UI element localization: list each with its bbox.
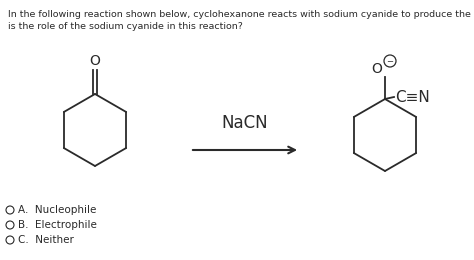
Text: In the following reaction shown below, cyclohexanone reacts with sodium cyanide : In the following reaction shown below, c… xyxy=(8,10,474,19)
Text: A.  Nucleophile: A. Nucleophile xyxy=(18,205,96,215)
Text: O: O xyxy=(90,54,100,68)
Text: B.  Electrophile: B. Electrophile xyxy=(18,220,97,230)
Text: C.  Neither: C. Neither xyxy=(18,235,74,245)
Text: is the role of the sodium cyanide in this reaction?: is the role of the sodium cyanide in thi… xyxy=(8,22,243,31)
Text: O: O xyxy=(372,62,383,76)
Text: C≡N: C≡N xyxy=(395,89,430,105)
Text: −: − xyxy=(386,57,393,66)
Text: NaCN: NaCN xyxy=(222,114,268,132)
